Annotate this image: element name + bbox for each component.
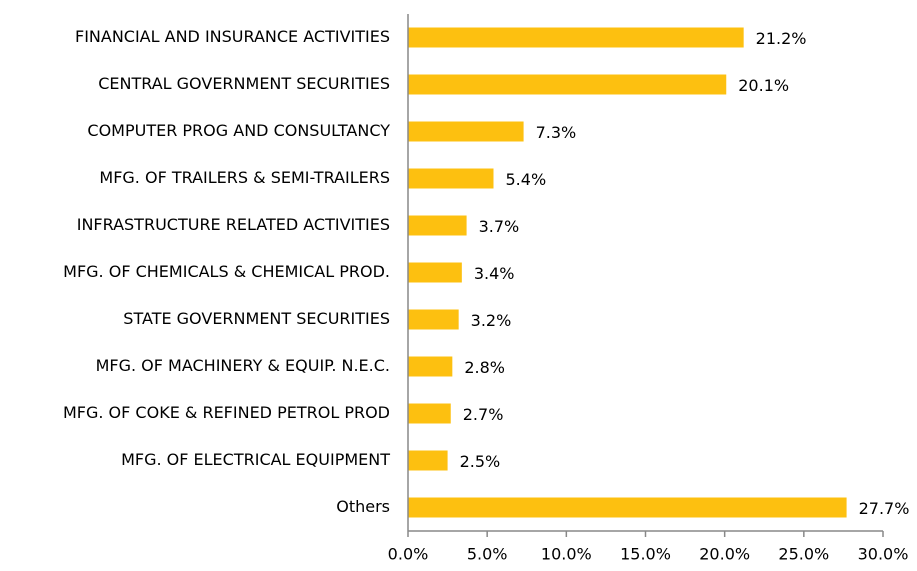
bar <box>408 262 462 283</box>
category-label: INFRASTRUCTURE RELATED ACTIVITIES <box>77 215 390 234</box>
value-label: 5.4% <box>506 170 547 189</box>
x-tick-label: 25.0% <box>778 545 829 564</box>
bar <box>408 215 467 236</box>
category-label: MFG. OF MACHINERY & EQUIP. N.E.C. <box>96 356 390 375</box>
category-label: STATE GOVERNMENT SECURITIES <box>123 309 390 328</box>
category-label: COMPUTER PROG AND CONSULTANCY <box>87 121 390 140</box>
category-label: MFG. OF TRAILERS & SEMI-TRAILERS <box>99 168 390 187</box>
value-label: 27.7% <box>859 499 910 518</box>
x-tick-label: 10.0% <box>541 545 592 564</box>
value-label: 2.5% <box>460 452 501 471</box>
bar <box>408 356 453 377</box>
x-tick-label: 15.0% <box>620 545 671 564</box>
value-label: 3.2% <box>471 311 512 330</box>
x-tick-label: 20.0% <box>699 545 750 564</box>
category-label: FINANCIAL AND INSURANCE ACTIVITIES <box>75 27 390 46</box>
bar <box>408 27 744 48</box>
bar <box>408 403 451 424</box>
category-label: MFG. OF COKE & REFINED PETROL PROD <box>63 403 390 422</box>
value-label: 3.4% <box>474 264 515 283</box>
value-label: 2.7% <box>463 405 504 424</box>
value-label: 3.7% <box>479 217 520 236</box>
bar <box>408 450 448 471</box>
category-label: MFG. OF CHEMICALS & CHEMICAL PROD. <box>63 262 390 281</box>
bar <box>408 309 459 330</box>
category-label: MFG. OF ELECTRICAL EQUIPMENT <box>121 450 390 469</box>
bar <box>408 168 494 189</box>
bar <box>408 497 847 518</box>
value-label: 2.8% <box>464 358 505 377</box>
value-label: 20.1% <box>738 76 789 95</box>
category-label: Others <box>336 497 390 516</box>
x-tick-label: 0.0% <box>388 545 429 564</box>
value-label: 7.3% <box>536 123 577 142</box>
x-tick-label: 30.0% <box>858 545 909 564</box>
x-tick-label: 5.0% <box>467 545 508 564</box>
value-label: 21.2% <box>756 29 807 48</box>
bar <box>408 74 727 95</box>
category-label: CENTRAL GOVERNMENT SECURITIES <box>98 74 390 93</box>
bar <box>408 121 524 142</box>
